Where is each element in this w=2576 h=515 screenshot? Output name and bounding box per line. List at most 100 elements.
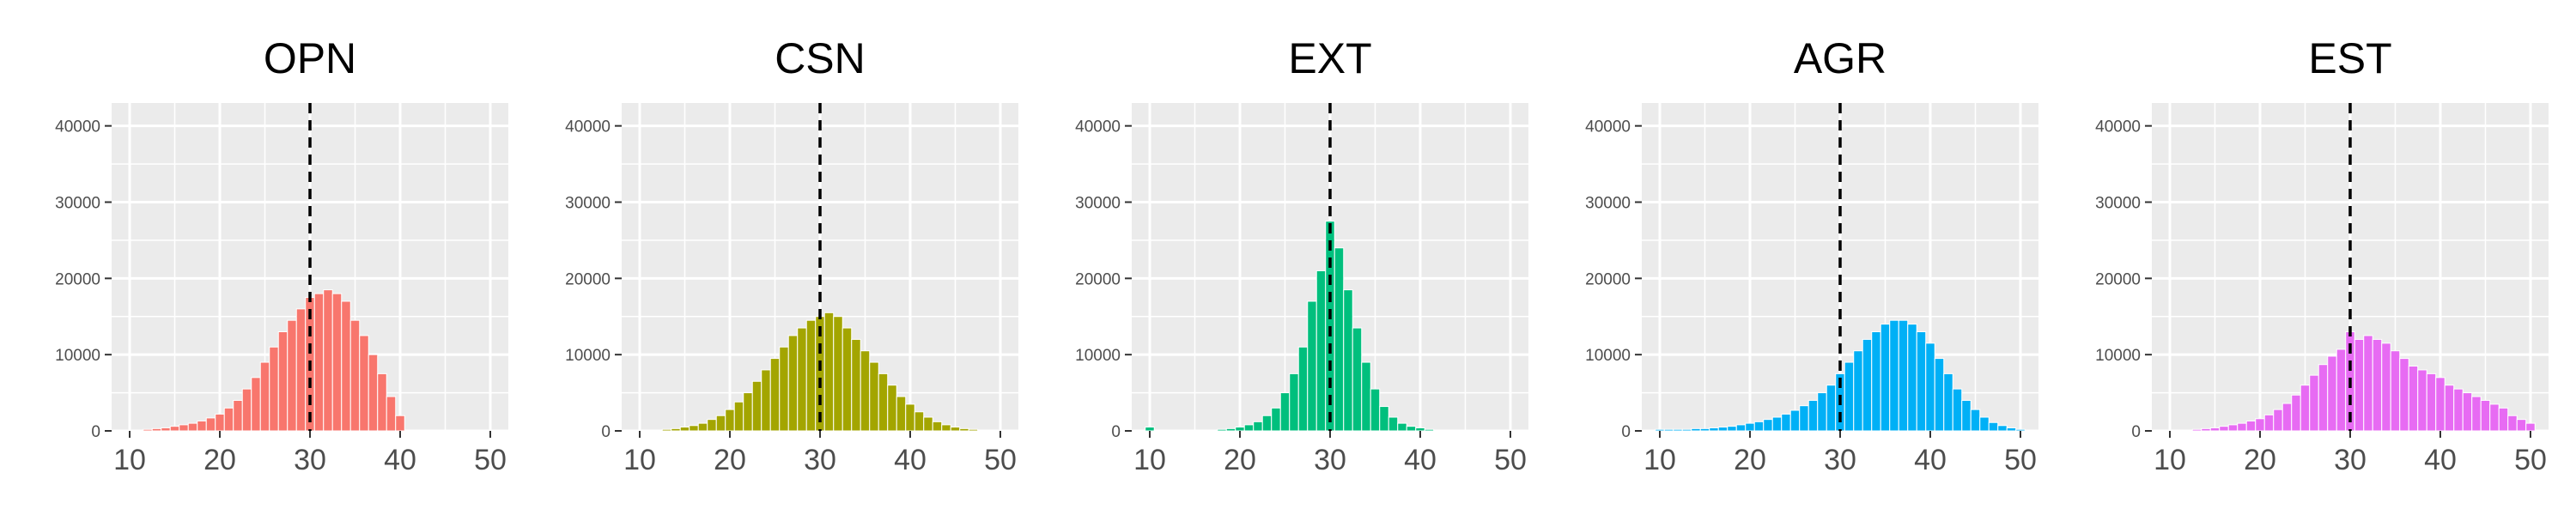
histogram-bar <box>1781 413 1791 432</box>
y-tick-label: 0 <box>1111 423 1121 441</box>
histogram-bar <box>359 335 369 432</box>
histogram-bar <box>1817 392 1827 432</box>
histogram-bar <box>386 396 397 432</box>
y-tick-label: 30000 <box>1585 194 1631 212</box>
histogram-bar <box>2191 428 2202 432</box>
x-tick-label: 40 <box>1404 444 1437 476</box>
histogram-bar <box>2291 394 2301 432</box>
histogram-bar <box>977 429 987 432</box>
y-tick-label: 10000 <box>55 347 100 365</box>
y-tick-label: 10000 <box>1585 347 1631 365</box>
y-tick-label: 30000 <box>1075 194 1121 212</box>
y-tick-label: 20000 <box>2095 270 2141 288</box>
y-tick-label: 0 <box>91 423 100 441</box>
histogram-bar <box>2015 428 2026 432</box>
histogram-bar <box>751 380 762 432</box>
histogram-bar <box>1943 373 1953 432</box>
histogram-bar <box>1853 350 1863 432</box>
histogram-bar <box>896 396 907 432</box>
histogram-bar <box>2417 369 2427 432</box>
histogram-bar <box>1271 407 1281 432</box>
histogram-bar <box>1699 427 1710 432</box>
histogram-bar <box>2227 424 2239 432</box>
histogram-bar <box>1334 247 1345 432</box>
histogram-bar <box>860 350 871 432</box>
histogram-bar <box>151 427 162 432</box>
histogram-bar <box>1163 429 1173 432</box>
histogram-bar <box>2435 377 2445 432</box>
histogram-bar <box>797 327 807 432</box>
histogram-bar <box>2245 420 2257 432</box>
histogram-bar <box>653 429 663 432</box>
histogram-bar <box>1997 425 2008 432</box>
histogram-bar <box>671 427 681 432</box>
histogram-bar <box>341 300 351 432</box>
histogram-bar <box>1388 416 1399 432</box>
histogram-bar <box>1709 427 1719 432</box>
histogram-bar <box>1361 361 1371 432</box>
histogram-bar <box>2327 355 2337 432</box>
histogram-bar <box>1217 428 1227 432</box>
histogram-bar <box>2498 407 2509 432</box>
histogram-bar <box>959 427 969 432</box>
histogram-bar <box>1171 429 1182 432</box>
x-tick-label: 20 <box>714 444 746 476</box>
histogram-bar <box>2263 414 2275 432</box>
histogram-bar <box>2480 399 2491 432</box>
histogram-bar <box>1315 270 1327 432</box>
histogram-bar <box>1970 409 1981 432</box>
x-tick-label: 40 <box>384 444 416 476</box>
histogram-bar <box>2363 335 2373 432</box>
y-tick-label: 40000 <box>1075 118 1121 136</box>
y-tick-label: 30000 <box>55 194 100 212</box>
x-tick-label: 20 <box>1734 444 1766 476</box>
x-tick-label: 20 <box>2244 444 2276 476</box>
histogram-bar <box>197 420 207 432</box>
histogram-bar <box>161 427 171 432</box>
histogram-bar <box>697 422 708 432</box>
panel-title: AGR <box>1794 34 1886 82</box>
histogram-bar <box>2444 385 2455 432</box>
histogram-bar <box>707 419 717 432</box>
histogram-bar <box>1145 427 1155 432</box>
x-tick-label: 40 <box>2424 444 2457 476</box>
y-tick-label: 10000 <box>565 347 611 365</box>
histogram-bar <box>2381 342 2391 432</box>
histogram-bar <box>1925 342 1935 432</box>
histogram-bar <box>715 415 726 432</box>
histogram-bar <box>1673 428 1683 432</box>
histogram-bar <box>679 427 690 432</box>
histogram-bar <box>661 428 672 432</box>
histogram-bar <box>1681 428 1692 432</box>
histogram-bar <box>2281 403 2293 432</box>
x-tick-label: 30 <box>804 444 836 476</box>
histogram-bar <box>1235 427 1245 432</box>
y-tick-label: 40000 <box>1585 118 1631 136</box>
histogram-bar <box>1880 324 1891 432</box>
histogram-bar <box>851 338 861 432</box>
x-tick-label: 30 <box>1314 444 1346 476</box>
histogram-bar <box>1789 409 1801 432</box>
x-tick-label: 50 <box>2514 444 2547 476</box>
histogram-bar <box>1862 338 1873 432</box>
histogram-bar <box>295 308 307 432</box>
x-tick-label: 30 <box>2334 444 2366 476</box>
histogram-bar <box>187 422 198 432</box>
x-tick-label: 20 <box>1224 444 1256 476</box>
y-tick-label: 20000 <box>1075 270 1121 288</box>
histogram-bar <box>2273 409 2283 432</box>
histogram-bar <box>2255 418 2265 432</box>
histogram-bar <box>1898 319 1909 432</box>
panel-est: 0 10000 20000 30000 40000 10 20 30 40 50 EST <box>2095 34 2549 476</box>
panel-opn: 0 10000 20000 30000 40000 10 20 30 40 50 OPN <box>55 34 508 476</box>
x-tick-label: 30 <box>294 444 326 476</box>
histogram-bar <box>733 401 744 432</box>
histogram-bar <box>1663 428 1674 432</box>
histogram-bar <box>2408 365 2419 432</box>
histogram-bar <box>1961 399 1971 432</box>
histogram-bar <box>1352 327 1363 432</box>
y-tick-label: 40000 <box>565 118 611 136</box>
histogram-bar <box>269 346 279 432</box>
y-tick-label: 20000 <box>1585 270 1631 288</box>
histogram-bar <box>1735 424 1747 432</box>
